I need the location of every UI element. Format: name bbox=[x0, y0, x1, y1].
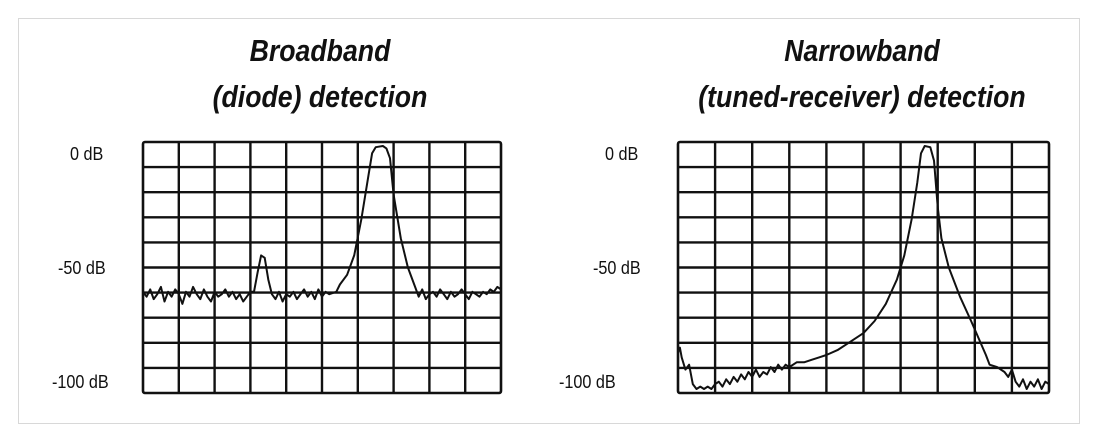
right-title-line-2: (tuned-receiver) detection bbox=[698, 79, 1026, 114]
figure-frame bbox=[18, 18, 1080, 424]
right-y-label-100db: -100 dB bbox=[559, 372, 616, 392]
right-chart-title: Narrowband (tuned-receiver) detection bbox=[664, 28, 1060, 120]
right-plot-border bbox=[676, 140, 1051, 395]
right-spectrum-trace bbox=[677, 145, 1050, 390]
left-spectrum-trace bbox=[142, 145, 502, 305]
right-y-label-50db: -50 dB bbox=[593, 258, 641, 278]
right-title-line-1: Narrowband bbox=[784, 33, 940, 68]
left-y-label-0db: 0 dB bbox=[70, 144, 104, 164]
left-plot-border bbox=[141, 140, 503, 395]
left-chart-title: Broadband (diode) detection bbox=[122, 28, 518, 120]
left-title-line-2: (diode) detection bbox=[212, 79, 428, 114]
left-title-line-1: Broadband bbox=[249, 33, 391, 68]
left-y-label-100db: -100 dB bbox=[52, 372, 109, 392]
left-y-label-50db: -50 dB bbox=[58, 258, 106, 278]
right-y-label-0db: 0 dB bbox=[605, 144, 639, 164]
